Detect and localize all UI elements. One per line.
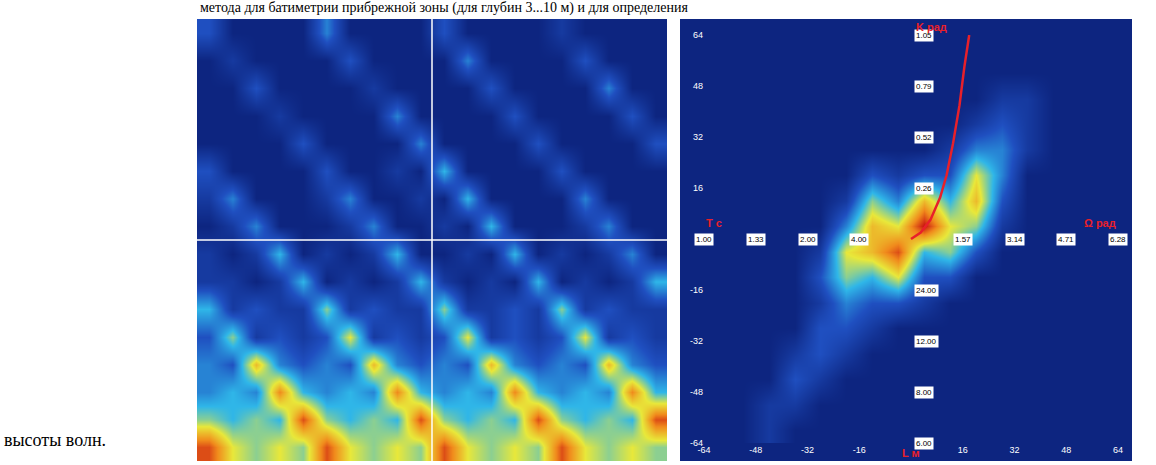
svg-text:24.00: 24.00 (916, 286, 937, 295)
svg-text:-64: -64 (690, 438, 703, 448)
svg-text:1.05: 1.05 (916, 31, 932, 40)
svg-text:3.14: 3.14 (1007, 235, 1023, 244)
html-text:метода для батиметрии прибрежн: метода для батиметрии прибрежной зоны (д… (200, 0, 688, 15)
svg-text:4.00: 4.00 (851, 235, 867, 244)
svg-text:T c: T c (706, 217, 722, 229)
html-text:высоты волн.: высоты волн. (4, 430, 107, 450)
svg-text:48: 48 (693, 81, 703, 91)
svg-text:-16: -16 (690, 285, 703, 295)
svg-text:12.00: 12.00 (916, 337, 937, 346)
svg-text:-32: -32 (801, 445, 814, 455)
svg-text:0.26: 0.26 (916, 184, 932, 193)
svg-text:Ω рад: Ω рад (1084, 217, 1116, 229)
svg-text:2.00: 2.00 (800, 235, 816, 244)
svg-text:1.00: 1.00 (696, 235, 712, 244)
svg-text:-64: -64 (697, 445, 710, 455)
svg-text:32: 32 (1009, 445, 1019, 455)
svg-text:1.57: 1.57 (955, 235, 971, 244)
svg-text:16: 16 (693, 183, 703, 193)
svg-text:-48: -48 (749, 445, 762, 455)
svg-text:8.00: 8.00 (916, 388, 932, 397)
svg-text:0.79: 0.79 (916, 82, 932, 91)
svg-text:16: 16 (958, 445, 968, 455)
svg-text:48: 48 (1061, 445, 1071, 455)
svg-text:K рад: K рад (916, 21, 947, 33)
svg-text:-32: -32 (690, 336, 703, 346)
svg-text:-48: -48 (690, 387, 703, 397)
svg-text:-16: -16 (853, 445, 866, 455)
svg-text:4.71: 4.71 (1058, 235, 1074, 244)
svg-text:32: 32 (693, 132, 703, 142)
svg-text:L м: L м (902, 447, 920, 459)
svg-text:0.52: 0.52 (916, 133, 932, 142)
svg-text:64: 64 (693, 30, 703, 40)
svg-text:1.33: 1.33 (748, 235, 764, 244)
svg-text:64: 64 (1113, 445, 1123, 455)
svg-text:6.00: 6.00 (916, 439, 932, 448)
svg-text:6.28: 6.28 (1110, 235, 1126, 244)
